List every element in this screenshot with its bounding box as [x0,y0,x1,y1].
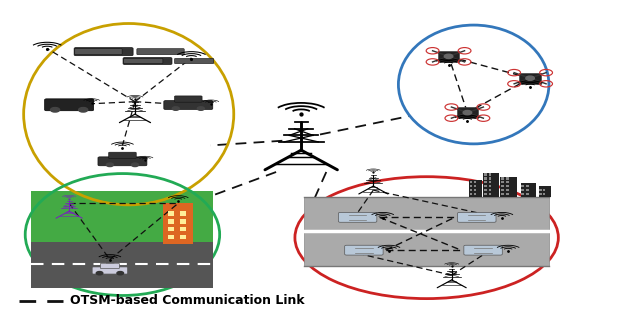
Circle shape [197,107,204,110]
Circle shape [526,76,534,80]
FancyBboxPatch shape [164,100,212,109]
Bar [179,227,186,231]
Circle shape [463,110,472,115]
FancyBboxPatch shape [464,245,502,255]
FancyBboxPatch shape [458,212,496,222]
Bar [520,183,536,197]
FancyBboxPatch shape [137,48,184,55]
Bar [500,189,504,191]
Bar [500,177,517,197]
Bar [469,180,482,197]
Bar [470,181,472,183]
FancyBboxPatch shape [175,58,214,63]
Circle shape [96,271,103,275]
Circle shape [106,163,113,167]
Bar [543,193,545,195]
Circle shape [131,163,138,167]
Bar [522,185,524,187]
Bar [470,193,472,195]
Bar [500,177,504,180]
Bar [457,107,478,118]
Bar [474,189,476,191]
FancyBboxPatch shape [45,99,93,111]
Bar [506,185,509,187]
Bar [179,234,186,239]
FancyBboxPatch shape [339,212,377,222]
Bar [526,185,529,187]
Bar [179,211,186,216]
Bar [522,189,524,191]
Bar [500,185,504,187]
Bar [179,219,186,224]
Bar [470,185,472,187]
Circle shape [117,271,124,275]
Bar [488,193,492,195]
Bar [168,219,175,224]
Bar [488,177,492,180]
FancyBboxPatch shape [109,152,136,159]
Bar [168,234,175,239]
Circle shape [51,108,60,112]
Bar [484,185,487,187]
Bar [543,189,545,191]
Text: OTSM-based Communication Link: OTSM-based Communication Link [70,294,305,307]
FancyBboxPatch shape [124,58,163,63]
Bar [484,177,487,180]
Bar [488,185,492,187]
FancyBboxPatch shape [345,245,383,255]
Bar [484,174,487,175]
Bar [488,174,492,175]
Bar [484,189,487,191]
Bar [31,242,213,288]
Bar [506,177,509,180]
Bar [540,189,541,191]
FancyBboxPatch shape [92,267,127,274]
Bar [520,73,541,84]
Bar [470,189,472,191]
Circle shape [172,107,179,110]
Bar [474,185,476,187]
Bar [506,193,509,195]
Bar [500,193,504,195]
Bar [506,181,509,183]
Bar [484,181,487,183]
Bar [305,197,549,266]
Bar [488,189,492,191]
Bar [506,189,509,191]
Bar [488,181,492,183]
FancyBboxPatch shape [123,57,172,64]
FancyBboxPatch shape [75,48,122,55]
Bar [483,173,499,197]
FancyBboxPatch shape [100,263,120,269]
Circle shape [79,108,88,112]
Bar [526,193,529,195]
Bar [163,203,193,244]
FancyBboxPatch shape [175,96,202,102]
Bar [540,193,541,195]
Bar [526,189,529,191]
Bar [522,193,524,195]
Bar [31,191,213,244]
FancyBboxPatch shape [74,48,133,56]
Bar [484,193,487,195]
Bar [168,211,175,216]
Bar [539,186,551,197]
Bar [474,193,476,195]
FancyBboxPatch shape [98,157,147,166]
Bar [500,181,504,183]
Bar [168,227,175,231]
Bar [474,181,476,183]
Circle shape [444,54,453,58]
Bar [438,51,460,62]
